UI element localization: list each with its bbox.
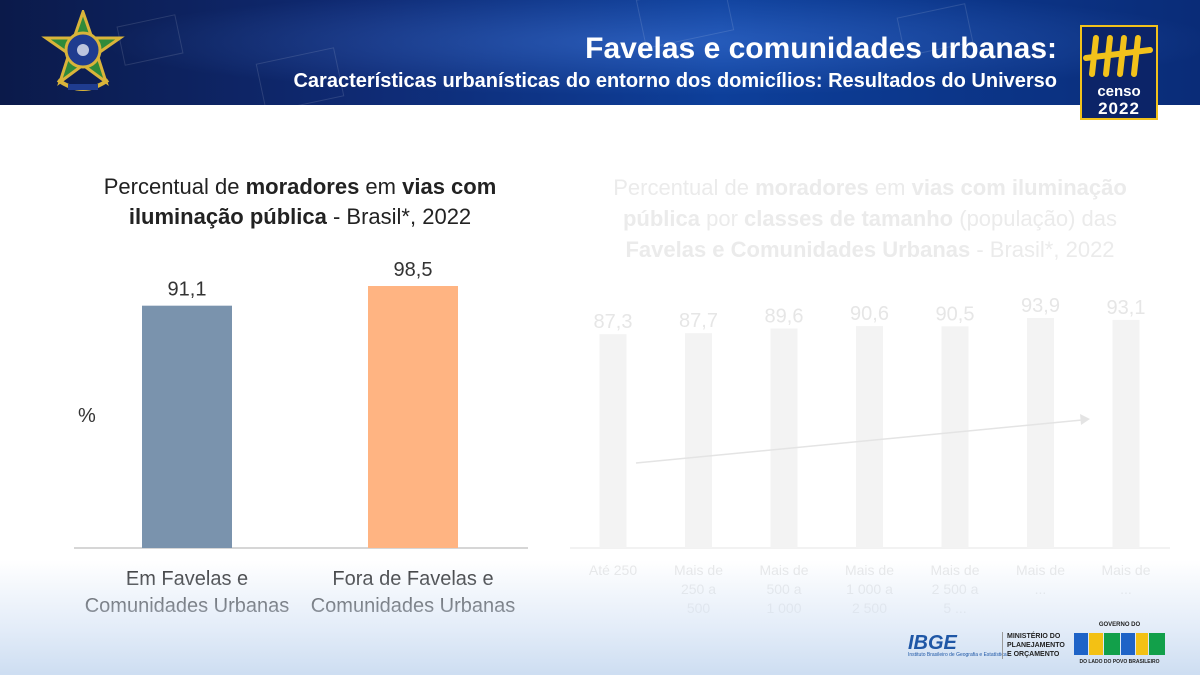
bar xyxy=(685,333,712,548)
bar xyxy=(368,286,458,548)
ministerio-logo: MINISTÉRIO DO PLANEJAMENTO E ORÇAMENTO xyxy=(1002,632,1065,659)
chart-title-part: vias com iluminação pública xyxy=(622,175,1127,231)
governo-slogan: DO LADO DO POVO BRASILEIRO xyxy=(1079,659,1160,665)
trend-arrowhead xyxy=(1080,414,1090,425)
page-subtitle: Características urbanísticas do entorno … xyxy=(293,70,1057,92)
governo-label: GOVERNO DO xyxy=(1098,622,1141,628)
ministerio-line: PLANEJAMENTO xyxy=(1007,642,1065,649)
bar xyxy=(142,305,232,548)
data-label: 90,5 xyxy=(936,303,975,325)
coat-of-arms-icon xyxy=(41,10,125,91)
data-label: 87,7 xyxy=(679,310,718,332)
bar xyxy=(941,326,969,548)
chart-title-part: - Brasil*, 2022 xyxy=(326,204,472,229)
trend-arrow xyxy=(635,419,1083,464)
ibge-subtitle: Instituto Brasileiro de Geografia e Esta… xyxy=(908,652,1007,658)
data-label: 91,1 xyxy=(168,279,207,301)
header-band: Favelas e comunidades urbanas: Caracterí… xyxy=(0,0,1200,105)
data-label: 93,9 xyxy=(1021,295,1060,317)
left-chart-title: Percentual de moradores em vias com ilum… xyxy=(80,172,520,232)
ministerio-line: E ORÇAMENTO xyxy=(1007,651,1060,658)
right-chart-title: Percentual de moradores em vias com ilum… xyxy=(590,172,1150,265)
censo-year: 2022 xyxy=(1098,99,1140,118)
chart-title-part: vias com iluminação pública xyxy=(128,174,497,229)
chart-title-part: em xyxy=(359,174,403,199)
censo-logo: censo 2022 xyxy=(1080,25,1158,120)
censo-tally-icon xyxy=(1083,35,1153,77)
data-label: 93,1 xyxy=(1107,297,1146,319)
ministerio-line: MINISTÉRIO DO xyxy=(1007,633,1061,640)
ibge-logo: IBGE xyxy=(908,632,957,654)
y-axis-unit: % xyxy=(78,405,96,427)
chart-title-part: classes de tamanho xyxy=(744,206,954,231)
data-label: 87,3 xyxy=(594,311,633,333)
chart-title-part: Percentual de xyxy=(613,175,756,200)
chart-title-part: (população) das xyxy=(953,206,1118,231)
chart-title-part: por xyxy=(699,206,745,231)
censo-label: censo xyxy=(1097,83,1141,100)
chart-title-part: em xyxy=(868,175,912,200)
right-bar-chart: 87,3Até 25087,7Mais de250 a50089,6Mais d… xyxy=(570,295,1170,616)
bar xyxy=(770,328,798,548)
page-title: Favelas e comunidades urbanas: xyxy=(585,32,1057,65)
data-label: 90,6 xyxy=(850,303,889,325)
chart-title-part: Percentual de xyxy=(103,174,246,199)
bar xyxy=(856,326,883,548)
governo-brasil-logo: GOVERNO DO DO LADO DO POVO BRASILEIRO xyxy=(1072,622,1167,667)
data-label: 98,5 xyxy=(394,259,433,281)
chart-title-part: moradores xyxy=(755,175,869,200)
bar xyxy=(1027,318,1054,548)
chart-title-part: - Brasil*, 2022 xyxy=(970,237,1115,262)
chart-title-part: moradores xyxy=(245,174,360,199)
data-label: 89,6 xyxy=(765,306,804,328)
bar xyxy=(599,334,627,548)
bar xyxy=(1112,319,1140,548)
brasil-wordmark-icon xyxy=(1074,633,1165,655)
header-glow xyxy=(0,0,1200,105)
footer-background xyxy=(0,560,1200,675)
chart-title-part: Favelas e Comunidades Urbanas xyxy=(625,237,971,262)
